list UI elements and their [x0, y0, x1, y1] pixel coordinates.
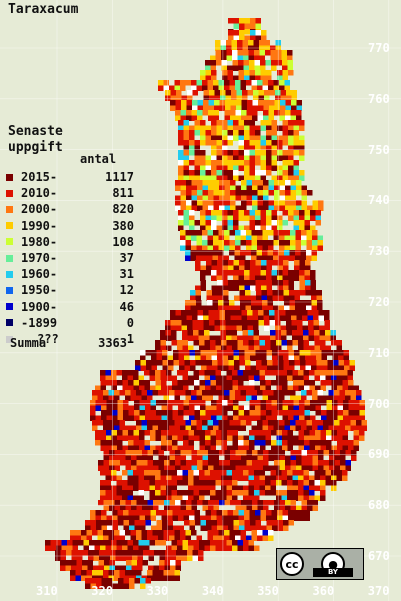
legend-row: 1990- 380 — [6, 218, 134, 234]
legend-label: 1900- — [21, 299, 58, 314]
legend-count: 0 — [126, 315, 134, 330]
x-tick-label: 370 — [367, 584, 390, 598]
legend-swatch — [6, 335, 13, 343]
legend-row: 1980- 108 — [6, 234, 134, 250]
map-title: Taraxacum — [8, 2, 79, 17]
legend-swatch — [6, 205, 13, 213]
y-tick-label: 710 — [368, 345, 390, 360]
legend-label: ??? — [37, 332, 59, 346]
legend-row: 1950- 12 — [6, 282, 134, 298]
legend-row: -1899 0 — [6, 315, 134, 331]
y-tick-label: 700 — [368, 396, 390, 411]
legend-swatch — [6, 319, 13, 327]
x-tick-label: 350 — [257, 584, 279, 598]
legend-swatch — [6, 286, 13, 294]
x-tick-label: 360 — [312, 584, 335, 598]
legend-label: 1990- — [21, 218, 58, 233]
x-tick-label: 330 — [146, 584, 169, 598]
legend-count: 811 — [112, 186, 134, 201]
legend-label: 1960- — [21, 267, 58, 282]
legend-label: 2000- — [21, 202, 58, 217]
legend-total-count: 3363 — [98, 336, 127, 350]
y-tick-label: 730 — [368, 244, 390, 259]
legend-label: 2015- — [21, 170, 58, 184]
legend-count: 1 — [126, 332, 134, 346]
legend-swatch — [6, 189, 13, 197]
legend-label: 1980- — [21, 234, 58, 249]
y-tick-label: 770 — [368, 41, 390, 55]
legend-label: 1950- — [21, 283, 58, 298]
license-badge: cc ● BY — [276, 548, 364, 580]
y-tick-label: 760 — [368, 91, 390, 106]
legend-count: 31 — [119, 267, 134, 282]
legend-count: 37 — [119, 251, 134, 265]
legend-row: 2000- 820 — [6, 201, 134, 217]
legend-row: 1970- 37 — [6, 250, 134, 266]
legend-count: 12 — [119, 283, 134, 298]
x-tick-label: 320 — [91, 584, 113, 598]
legend-heading: Senaste — [8, 124, 63, 139]
y-tick-label: 680 — [368, 498, 390, 513]
x-tick-label: 340 — [201, 584, 224, 598]
legend-total-label: Summa — [10, 336, 47, 350]
legend-count: 820 — [112, 202, 134, 217]
by-label: BY — [313, 568, 353, 577]
occurrence-grid — [45, 18, 367, 589]
legend-count: 380 — [112, 218, 134, 233]
legend-label: -1899 — [21, 315, 58, 330]
legend-subheading: uppgift — [8, 140, 63, 155]
y-tick-label: 740 — [368, 193, 390, 208]
legend-label: 2010- — [21, 186, 58, 201]
legend-row: 1900- 46 — [6, 299, 134, 315]
legend-swatch — [6, 303, 13, 311]
legend-label: 1970- — [21, 251, 58, 265]
legend-count: 108 — [112, 234, 134, 249]
legend-swatch — [6, 254, 13, 262]
y-tick-label: 720 — [368, 295, 390, 309]
y-tick-label: 690 — [368, 447, 390, 462]
x-tick-label: 310 — [36, 584, 58, 598]
legend-count-header: antal — [80, 152, 117, 166]
legend-row: 2015- 1117 — [6, 169, 134, 185]
legend-swatch — [6, 222, 13, 230]
legend-count: 1117 — [105, 170, 134, 184]
y-tick-label: 750 — [368, 142, 390, 157]
legend-row: ??? 1 — [6, 331, 134, 347]
legend-row: 2010- 811 — [6, 185, 134, 201]
legend-swatch — [6, 238, 13, 246]
legend-total: Summa 3363 — [10, 335, 127, 351]
legend-count: 46 — [119, 299, 134, 314]
cc-icon: cc — [280, 552, 304, 576]
legend-row: 1960- 31 — [6, 266, 134, 282]
legend-swatch — [6, 270, 13, 278]
legend-swatch — [6, 173, 13, 181]
y-tick-label: 670 — [368, 549, 390, 563]
